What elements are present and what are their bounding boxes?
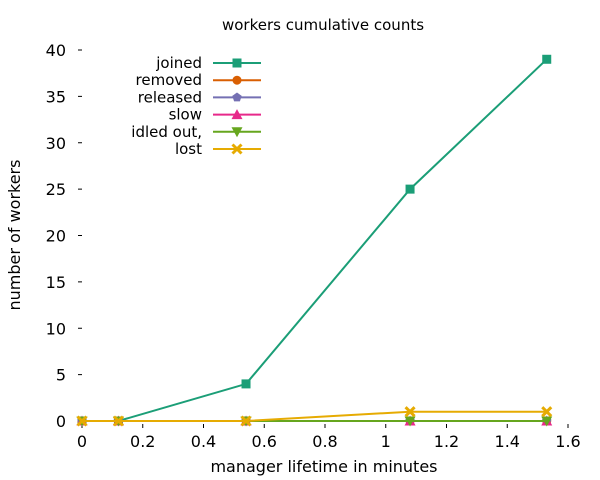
x-tick-label: 0.8: [312, 432, 337, 451]
data-point: [76, 415, 88, 427]
y-tick-label: 30: [46, 134, 66, 153]
legend-label: slow: [169, 106, 202, 124]
x-tick-label: 0.6: [252, 432, 277, 451]
legend-marker: [232, 75, 242, 85]
plot-area: [76, 54, 553, 427]
y-tick-label: 20: [46, 227, 66, 246]
data-point: [404, 406, 416, 418]
marker-stroke: [112, 415, 125, 427]
x-axis-label: manager lifetime in minutes: [210, 457, 437, 476]
x-tick-label: 0.4: [191, 432, 216, 451]
y-axis-label: number of workers: [5, 160, 24, 311]
legend-label: joined: [155, 54, 202, 72]
y-tick-label: 40: [46, 41, 66, 60]
y-tick-label: 15: [46, 273, 66, 292]
data-point: [541, 406, 553, 418]
legend-label: lost: [175, 140, 202, 158]
data-point: [112, 415, 125, 427]
marker-stroke: [541, 406, 553, 418]
legend-label: removed: [136, 71, 202, 89]
marker-stroke: [404, 406, 416, 418]
legend-marker: [231, 143, 243, 155]
data-point: [404, 416, 416, 427]
data-point: [541, 416, 553, 427]
y-tick-label: 5: [56, 366, 66, 385]
legend-marker: [232, 58, 242, 68]
y-tick-label: 35: [46, 87, 66, 106]
x-tick-label: 0: [77, 432, 87, 451]
legend-label: idled out,: [131, 123, 202, 141]
marker-stroke: [240, 415, 252, 427]
marker-stroke: [76, 415, 88, 427]
x-tick-label: 1.6: [555, 432, 580, 451]
marker-stroke: [231, 143, 243, 155]
data-point: [405, 184, 415, 194]
series-line: [82, 58, 548, 422]
legend-marker: [231, 127, 243, 138]
y-tick-label: 0: [56, 412, 66, 431]
chart-title: workers cumulative counts: [222, 16, 424, 34]
data-point: [241, 379, 251, 389]
x-tick-label: 0.2: [130, 432, 155, 451]
x-tick-label: 1.2: [434, 432, 459, 451]
axes: 0 5 10 15 20 25 30 35 40 0 0.2 0.4 0.6 0.8 1 1.2 1.4 1.6: [46, 41, 581, 451]
x-tick-label: 1.4: [495, 432, 520, 451]
series-line: [82, 410, 547, 422]
legend-marker: [232, 92, 242, 102]
y-tick-label: 25: [46, 180, 66, 199]
y-tick-label: 10: [46, 319, 66, 338]
data-point: [240, 415, 252, 427]
data-point: [542, 54, 552, 64]
legend-label: released: [138, 88, 202, 106]
x-tick-label: 1: [381, 432, 391, 451]
legend-marker: [231, 109, 243, 120]
